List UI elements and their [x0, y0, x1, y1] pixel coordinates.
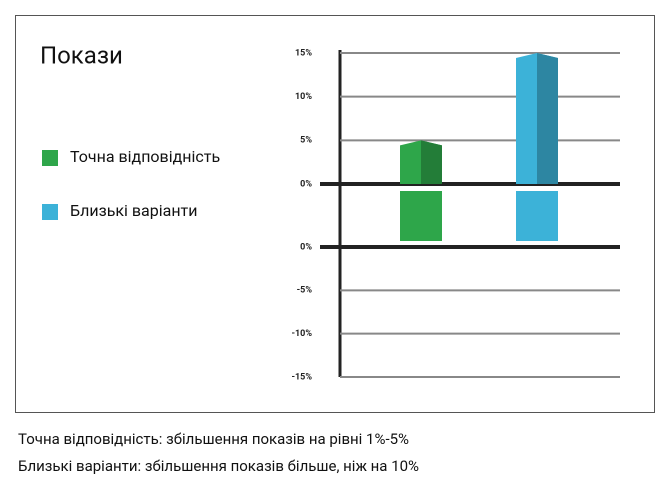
- bar-shade: [537, 53, 558, 184]
- chart-title: Покази: [40, 41, 123, 69]
- y-tick-label: 5%: [300, 136, 312, 146]
- bar-base: [400, 191, 442, 241]
- bar-shade: [421, 140, 442, 184]
- y-tick-label: -5%: [297, 286, 313, 296]
- legend-label: Точна відповідність: [70, 147, 220, 166]
- legend-label: Близькі варіанти: [70, 201, 197, 220]
- y-tick-label: 10%: [295, 92, 312, 102]
- legend-swatch: [42, 204, 58, 220]
- note: Близькі варіанти: збільшення показів біл…: [18, 457, 419, 475]
- y-tick-label: 15%: [295, 48, 312, 58]
- y-tick-label: -15%: [291, 372, 312, 382]
- frame: [15, 15, 655, 413]
- y-tick-label: -10%: [291, 329, 312, 339]
- y-tick-label: 0%: [300, 179, 312, 189]
- y-tick-label: 0%: [300, 242, 312, 252]
- note: Точна відповідність: збільшення показів …: [18, 430, 409, 448]
- legend-swatch: [42, 150, 58, 166]
- bar-base: [516, 191, 558, 241]
